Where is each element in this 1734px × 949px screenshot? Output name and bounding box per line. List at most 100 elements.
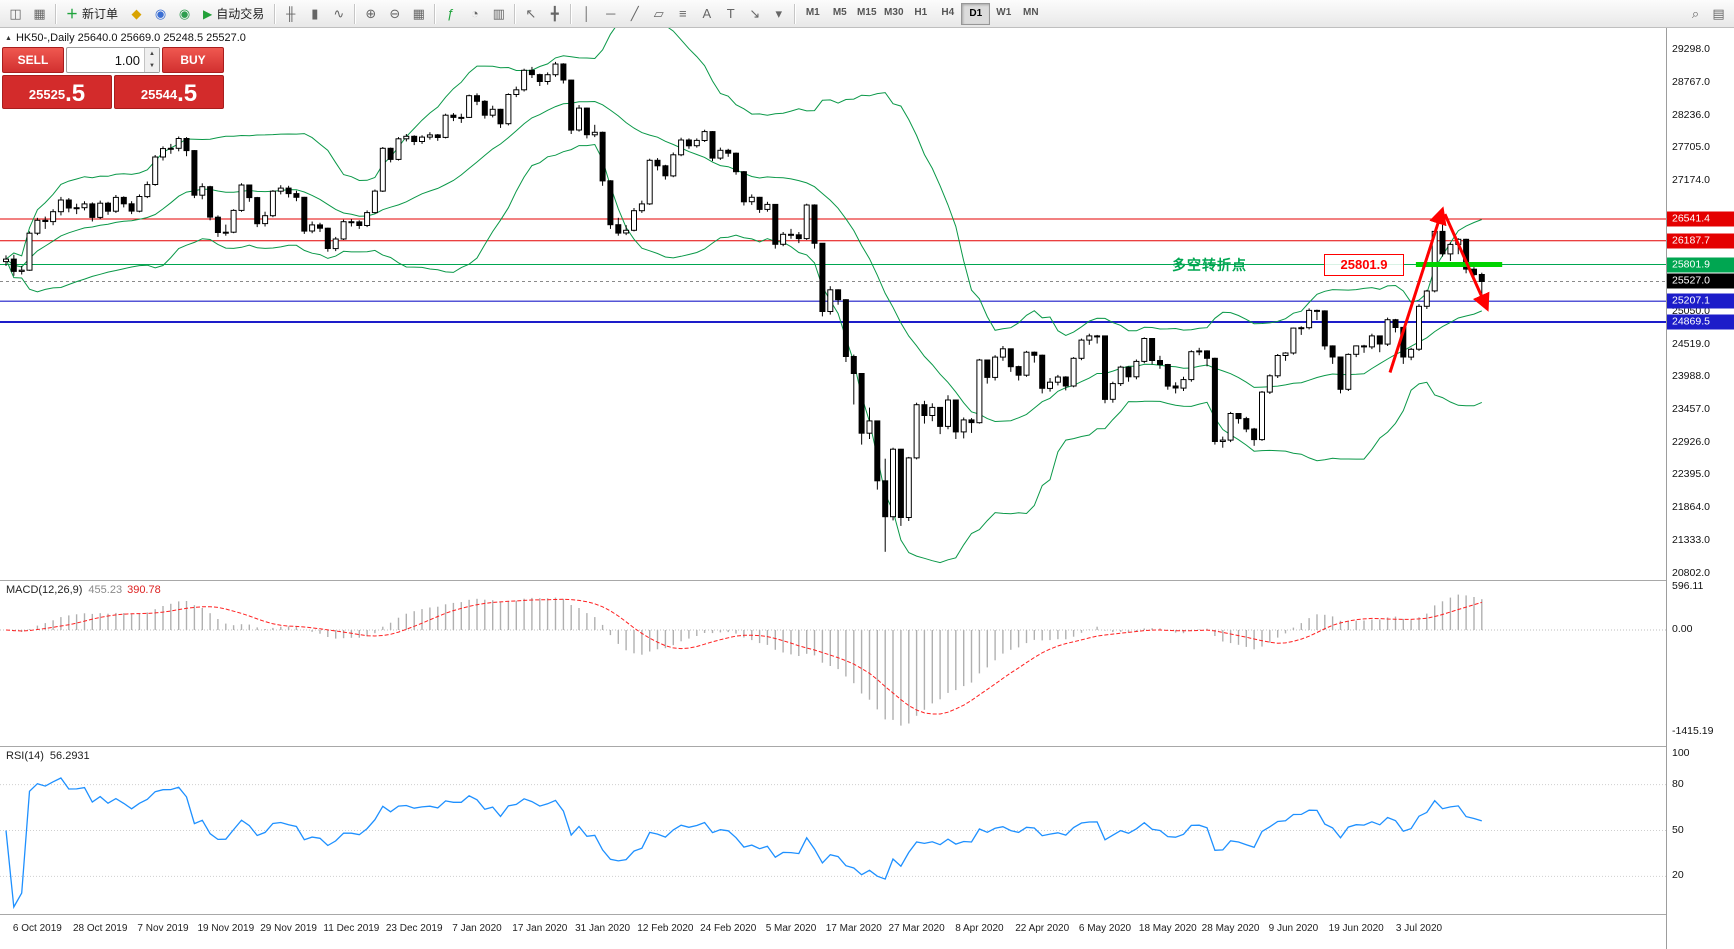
time-axis[interactable]: 6 Oct 2019 28 Oct 2019 7 Nov 2019 19 Nov 20… <box>0 914 1666 949</box>
label-icon[interactable]: T <box>726 6 735 21</box>
trend-arrow-down[interactable] <box>1443 213 1490 312</box>
rsi-axis-label: 20 <box>1672 869 1684 882</box>
price-tick: 28236.0 <box>1672 108 1710 121</box>
price-axis[interactable]: 29298.028767.028236.027705.027174.026112… <box>1666 28 1734 949</box>
date-label: 12 Feb 2020 <box>637 923 694 934</box>
macd-signal-value: 390.78 <box>127 584 161 596</box>
macd-axis-label: 0.00 <box>1672 623 1693 635</box>
sell-price-display[interactable]: 25525.5 <box>2 75 112 109</box>
timeframe-M15[interactable]: M15 <box>857 7 877 18</box>
price-badge-25801.9: 25801.9 <box>1667 257 1734 273</box>
rsi-panel[interactable]: RSI(14) 56.2931 <box>0 746 1666 914</box>
sell-button[interactable]: SELL <box>2 47 64 73</box>
volume-decrease-button[interactable]: ▼ <box>145 60 159 72</box>
new-order-button-icon: ＋ <box>66 7 79 21</box>
price-tick: 27705.0 <box>1672 141 1710 154</box>
trend-arrow-up[interactable] <box>1388 206 1447 373</box>
trendline-icon[interactable]: ╱ <box>630 5 639 21</box>
crosshair-icon[interactable]: ╋ <box>550 5 559 21</box>
price-callout-annotation[interactable]: 25801.9 <box>1324 254 1404 276</box>
window-list-icon[interactable]: ▤ <box>1712 5 1725 21</box>
timeframe-H4[interactable]: H4 <box>941 7 955 18</box>
timeframe-M1[interactable]: M1 <box>805 7 820 18</box>
price-badge-26541.4: 26541.4 <box>1667 211 1734 227</box>
line-chart-icon[interactable]: ∿ <box>333 5 345 21</box>
buy-price-display[interactable]: 25544.5 <box>114 75 224 109</box>
periods-icon[interactable]: ◔ <box>470 6 479 21</box>
candlestick-chart-icon[interactable]: ▮ <box>311 5 319 21</box>
macd-axis-label: 596.11 <box>1672 580 1704 592</box>
bollinger-band <box>5 143 1482 564</box>
tile-windows-icon[interactable]: ▦ <box>412 5 425 21</box>
timeframe-M5[interactable]: M5 <box>832 7 847 18</box>
sell-price-pips: .5 <box>65 80 86 107</box>
date-label: 28 Oct 2019 <box>72 923 128 934</box>
timeframe-MN[interactable]: MN <box>1023 7 1039 18</box>
new-order-button-label: 新订单 <box>82 7 119 21</box>
profiles-icon[interactable]: ▦ <box>33 5 46 21</box>
channel-icon[interactable]: ▱ <box>653 5 664 21</box>
fibonacci-icon[interactable]: ≡ <box>678 6 687 21</box>
volume-increase-button[interactable]: ▲ <box>145 48 159 60</box>
templates-icon[interactable]: ▥ <box>492 5 505 21</box>
zoom-out-icon[interactable]: ⊖ <box>389 5 401 21</box>
date-label: 6 Oct 2019 <box>12 923 62 934</box>
toolbar-separator <box>354 3 356 24</box>
toolbar-separator <box>55 3 56 24</box>
new-chart-icon[interactable]: ◫ <box>9 5 22 21</box>
horizont al-line-icon[interactable]: ─ <box>606 6 616 21</box>
rsi-value: 56.2931 <box>49 750 90 762</box>
rsi-plot[interactable] <box>0 747 1666 915</box>
candlestick-plot[interactable] <box>0 28 1666 580</box>
volume-input[interactable]: 1.00 ▲ ▼ <box>66 47 160 73</box>
toolbar-separator <box>514 3 516 24</box>
date-label: 3 Jul 2020 <box>1395 923 1443 934</box>
macd-axis-label: -1415.19 <box>1672 725 1714 738</box>
toolbar-separator <box>274 3 276 24</box>
turning-point-annotation[interactable]: 多空转折点 <box>1172 257 1247 273</box>
macd-panel[interactable]: MACD(12,26,9) 455.23 390.78 <box>0 580 1666 746</box>
arrow-styles-icon[interactable]: ↘ <box>749 5 761 21</box>
buy-price-main: 25544 <box>140 87 178 102</box>
zoom-in-icon[interactable]: ⊕ <box>365 5 377 21</box>
main-chart-panel[interactable]: ▲ HK50-,Daily 25640.0 25669.0 25248.5 25… <box>0 28 1666 580</box>
search-icon[interactable]: ⌕ <box>1691 5 1700 21</box>
chart-title: ▲ HK50-,Daily 25640.0 25669.0 25248.5 25… <box>5 32 246 44</box>
date-label: 22 Apr 2020 <box>1015 923 1070 934</box>
navigator-icon[interactable]: ◉ <box>178 5 191 21</box>
date-label: 19 Nov 2019 <box>197 923 255 934</box>
buy-price-pips: .5 <box>177 80 198 107</box>
new-order-button[interactable]: ＋新订单 <box>60 3 124 25</box>
volume-spinner: ▲ ▼ <box>144 48 159 72</box>
price-badge-24869.5: 24869.5 <box>1667 314 1734 330</box>
auto-trading-button[interactable]: ▶ 自动交易 <box>197 3 270 25</box>
text-icon[interactable]: A <box>702 6 712 21</box>
date-label: 27 Mar 2020 <box>888 923 945 934</box>
date-label: 9 Jun 2020 <box>1268 923 1319 934</box>
toolbar: ◫ ▦ ＋新订单 ◆ ◉ ◉ ▶ 自动交易 ╫ ▮ ∿ ⊕ ⊖ ▦ ƒ ◔ ▥ ↖ ╋ │ ─ ╱ ▱ ≡ A T ↘ ▾ M1 M5 M1… <box>0 0 1734 28</box>
market-watch-icon[interactable]: ◆ <box>131 5 142 21</box>
buy-button[interactable]: BUY <box>162 47 224 73</box>
timeframe-M30[interactable]: M30 <box>884 7 904 18</box>
price-badge-25207.1: 25207.1 <box>1667 293 1734 309</box>
indicators-icon[interactable]: ƒ <box>447 6 455 21</box>
date-label: 19 Jun 2020 <box>1328 923 1384 934</box>
data-window-icon[interactable]: ◉ <box>154 5 167 21</box>
bollinger-band <box>5 100 1482 423</box>
cursor-icon[interactable]: ↖ <box>525 5 537 21</box>
macd-plot[interactable] <box>0 581 1666 747</box>
macd-main-value: 455.23 <box>88 584 123 596</box>
macd-label: MACD(12,26,9) 455.23 390.78 <box>6 584 161 596</box>
vertical-line-icon[interactable]: │ <box>582 6 591 21</box>
dropdown-arrow-icon[interactable]: ▾ <box>775 5 783 21</box>
date-label: 7 Jan 2020 <box>452 923 502 934</box>
bar-chart-icon[interactable]: ╫ <box>286 6 296 21</box>
timeframe-D1[interactable]: D1 <box>961 2 991 25</box>
rsi-name: RSI(14) <box>6 750 44 762</box>
timeframe-W1[interactable]: W1 <box>996 7 1012 18</box>
timeframe-H1[interactable]: H1 <box>914 7 928 18</box>
date-label: 17 Mar 2020 <box>825 923 882 934</box>
collapse-arrow-icon[interactable]: ▲ <box>5 34 12 42</box>
date-label: 18 May 2020 <box>1138 923 1197 934</box>
